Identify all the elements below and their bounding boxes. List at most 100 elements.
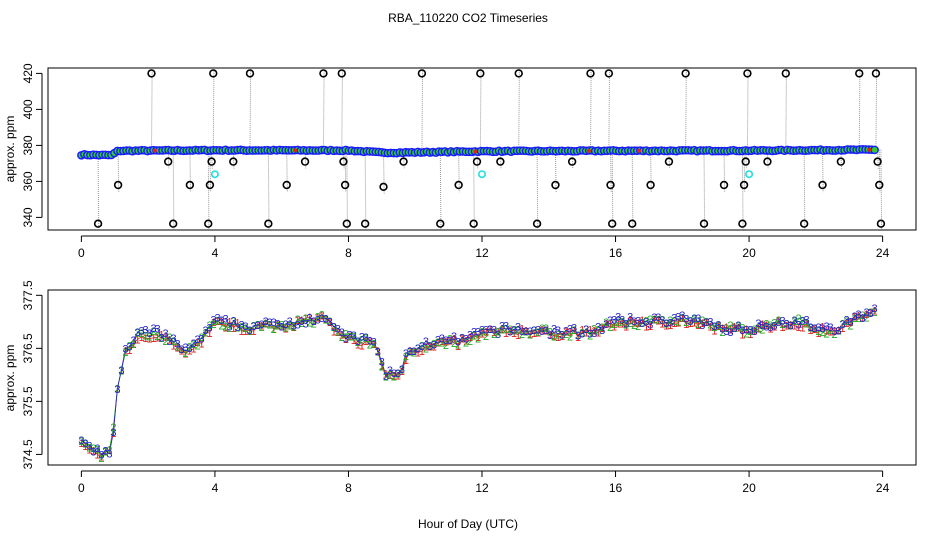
series-marker-1: 1 [439, 336, 445, 348]
chart-title: RBA_110220 CO2 Timeseries [388, 11, 548, 25]
series-marker-1: 1 [511, 328, 517, 340]
series-marker-2: 2 [683, 317, 689, 329]
series-marker-2: 2 [211, 319, 217, 331]
series-marker-2: 2 [531, 325, 537, 337]
series-marker-2: 2 [455, 339, 461, 351]
series-marker-3: 3 [271, 317, 277, 329]
series-marker-2: 2 [223, 322, 229, 334]
series-marker-2: 2 [527, 330, 533, 342]
series-marker-1: 1 [495, 327, 501, 339]
series-marker-1: 1 [691, 318, 697, 330]
series-marker-3: 3 [607, 315, 613, 327]
baseline-red-point [636, 148, 641, 153]
series-marker-2: 2 [351, 331, 357, 343]
series-marker-1: 1 [503, 328, 509, 340]
series-marker-1: 1 [868, 307, 874, 319]
series-marker-1: 1 [735, 323, 741, 335]
series-marker-1: 1 [639, 315, 645, 327]
series-marker-1: 1 [535, 327, 541, 339]
series-marker-2: 2 [599, 322, 605, 334]
series-marker-1: 1 [491, 327, 497, 339]
series-marker-3: 3 [435, 334, 441, 346]
series-marker-1: 1 [831, 326, 837, 338]
series-marker-2: 2 [635, 321, 641, 333]
series-marker-1: 1 [287, 321, 293, 333]
series-marker-2: 2 [868, 307, 874, 319]
series-marker-2: 2 [651, 315, 657, 327]
series-marker-3: 3 [255, 320, 261, 332]
series-marker-2: 2 [547, 326, 553, 338]
outlier-point [417, 69, 427, 78]
series-marker-3: 3 [739, 325, 745, 337]
series-marker-3: 3 [551, 324, 557, 336]
series-marker-2: 2 [767, 320, 773, 332]
series-marker-3: 3 [383, 371, 389, 383]
series-marker-3: 3 [791, 315, 797, 327]
outlier-point [781, 69, 790, 78]
series-marker-2: 2 [142, 331, 148, 343]
series-marker-2: 2 [207, 320, 213, 332]
series-marker-2: 2 [150, 326, 156, 338]
x-tick-label: 24 [876, 246, 890, 260]
series-marker-3: 3 [848, 316, 854, 328]
outlier-point [628, 219, 637, 228]
spike-line [590, 68, 592, 151]
series-marker-3: 3 [483, 324, 489, 336]
series-marker-2: 2 [134, 328, 140, 340]
spike-line [439, 151, 442, 230]
series-marker-3: 3 [367, 335, 373, 347]
series-marker-2: 2 [587, 330, 593, 342]
series-marker-3: 3 [223, 314, 229, 326]
series-marker-3: 3 [118, 365, 124, 377]
series-marker-3: 3 [703, 317, 709, 329]
series-marker-1: 1 [146, 334, 152, 346]
spike-line [554, 151, 557, 193]
series-marker-2: 2 [110, 422, 116, 434]
series-marker-3: 3 [110, 427, 116, 439]
series-marker-3: 3 [415, 343, 421, 355]
series-marker-2: 2 [583, 324, 589, 336]
series-marker-2: 2 [487, 324, 493, 336]
y-tick-label: 376.5 [21, 333, 35, 363]
series-line-3 [81, 307, 875, 456]
series-marker-3: 3 [864, 307, 870, 319]
series-marker-2: 2 [375, 346, 381, 358]
series-marker-1: 1 [331, 326, 337, 338]
series-marker-2: 2 [114, 383, 120, 395]
series-marker-2: 2 [279, 320, 285, 332]
series-marker-2: 2 [427, 340, 433, 352]
series-marker-1: 1 [235, 318, 241, 330]
series-marker-3: 3 [335, 323, 341, 335]
series-marker-2: 2 [719, 327, 725, 339]
series-marker-2: 2 [287, 321, 293, 333]
series-marker-2: 2 [491, 329, 497, 341]
series-marker-2: 2 [138, 328, 144, 340]
spike-line [344, 150, 347, 193]
series-marker-3: 3 [771, 320, 777, 332]
outlier-point [472, 157, 482, 166]
series-marker-2: 2 [819, 327, 825, 339]
series-marker-1: 1 [864, 309, 870, 321]
series-marker-3: 3 [423, 336, 429, 348]
series-marker-1: 1 [783, 321, 789, 333]
series-marker-2: 2 [447, 333, 453, 345]
series-marker-1: 1 [379, 360, 385, 372]
series-marker-3: 3 [599, 325, 605, 337]
series-marker-3: 3 [371, 336, 377, 348]
series-marker-2: 2 [611, 319, 617, 331]
series-marker-2: 2 [511, 325, 517, 337]
series-marker-2: 2 [475, 333, 481, 345]
series-marker-1: 1 [844, 318, 850, 330]
series-marker-2: 2 [170, 336, 176, 348]
series-marker-3: 3 [191, 338, 197, 350]
spike-line [286, 150, 288, 193]
series-marker-1: 1 [603, 319, 609, 331]
outlier-point [342, 219, 351, 228]
series-marker-3: 3 [403, 348, 409, 360]
spike-line [473, 151, 475, 230]
series-marker-2: 2 [715, 320, 721, 332]
series-marker-1: 1 [82, 441, 88, 453]
series-marker-1: 1 [739, 330, 745, 342]
